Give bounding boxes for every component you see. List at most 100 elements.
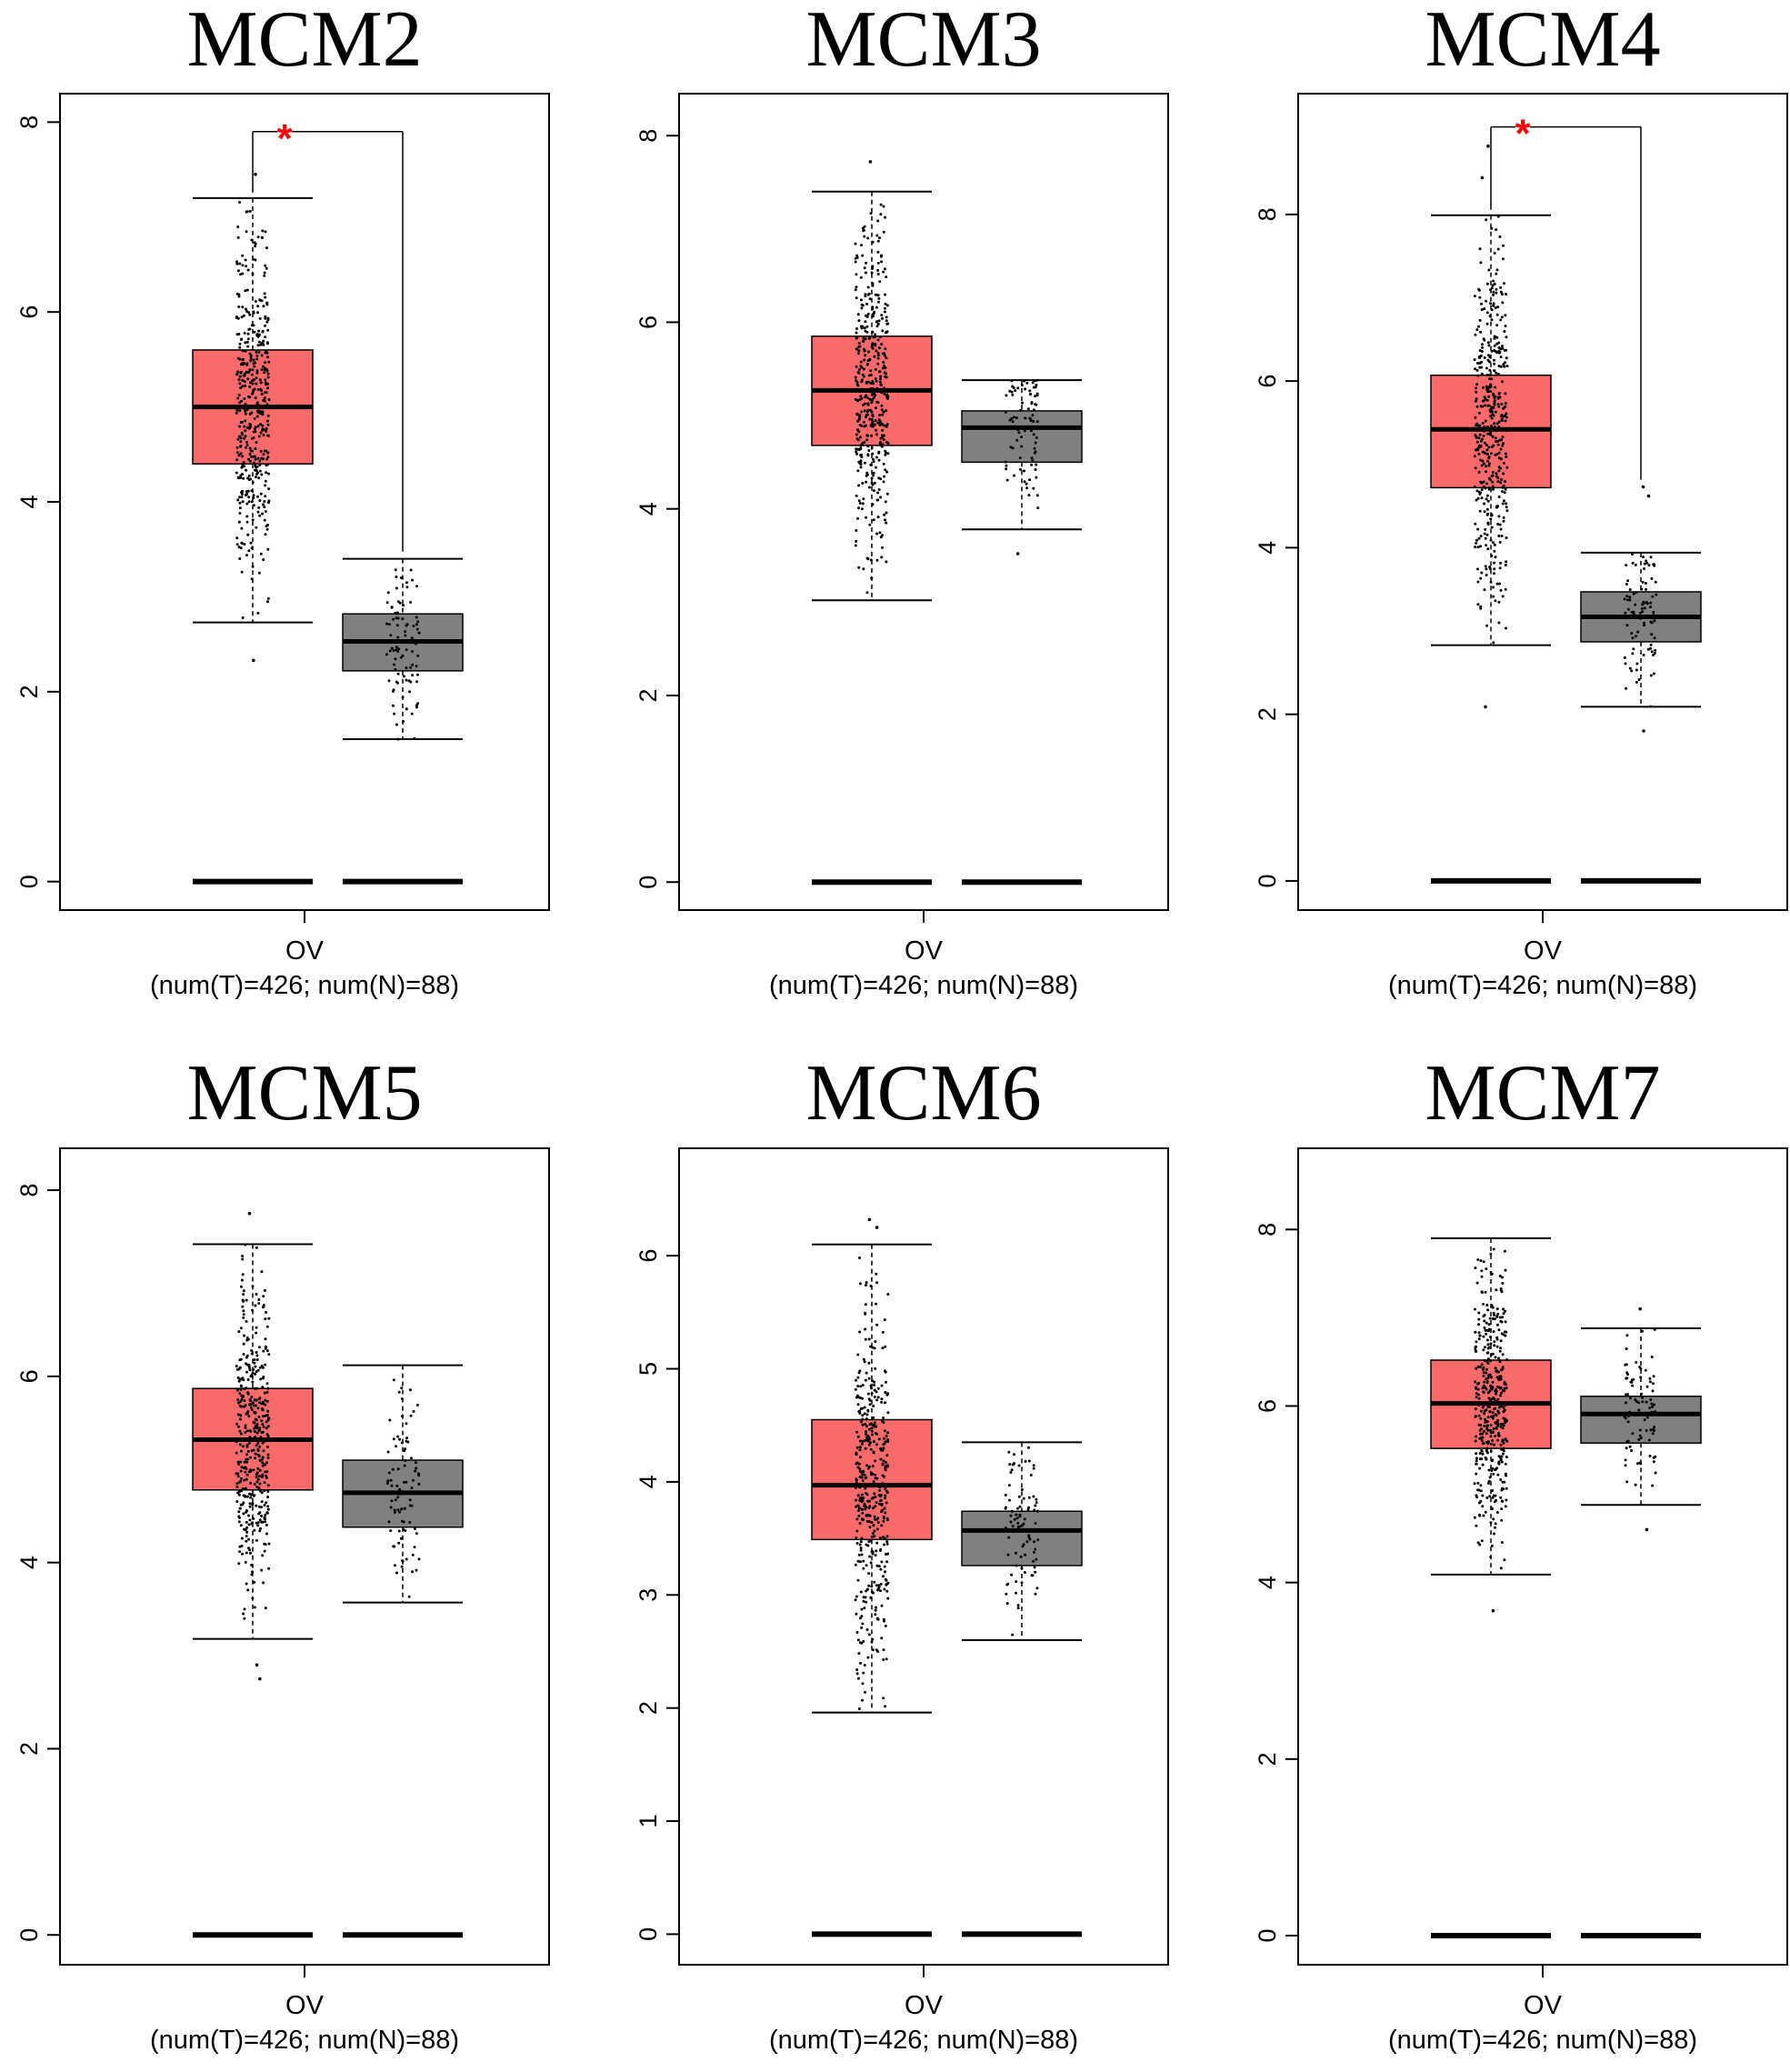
data-point <box>392 704 395 707</box>
data-point <box>1482 399 1485 403</box>
data-point <box>1496 247 1500 251</box>
data-point <box>875 455 878 459</box>
data-point <box>249 1496 253 1499</box>
data-point <box>1033 1508 1036 1512</box>
data-point <box>1500 490 1504 493</box>
data-point <box>1480 1290 1484 1294</box>
data-point <box>1028 389 1032 393</box>
data-point <box>1625 624 1629 627</box>
data-point <box>416 673 419 676</box>
data-point <box>1624 1464 1627 1467</box>
data-point <box>1496 373 1500 375</box>
data-point <box>243 543 246 546</box>
data-point <box>1500 1368 1504 1372</box>
data-point <box>245 1453 249 1456</box>
data-point <box>263 1489 266 1493</box>
data-point <box>1649 705 1653 708</box>
data-point <box>876 322 880 325</box>
data-point <box>1031 458 1035 462</box>
data-point <box>254 447 257 450</box>
data-point <box>1018 1515 1022 1518</box>
data-point <box>855 1498 857 1502</box>
data-point <box>264 495 267 498</box>
data-point <box>864 1486 867 1490</box>
data-point <box>1503 462 1505 465</box>
data-point <box>1503 1330 1506 1334</box>
data-point <box>1652 1460 1655 1464</box>
data-point <box>879 1498 883 1502</box>
data-point <box>254 475 257 479</box>
data-point <box>266 382 270 385</box>
data-point <box>862 497 865 501</box>
data-point <box>392 1378 395 1382</box>
data-point <box>1650 650 1654 654</box>
data-point <box>1642 654 1645 656</box>
data-point <box>1485 533 1489 536</box>
x-axis-sublabel: (num(T)=426; num(N)=88) <box>769 971 1078 1000</box>
data-point <box>400 1565 404 1568</box>
data-point <box>261 1456 265 1459</box>
data-point <box>858 397 862 401</box>
data-point <box>863 461 866 465</box>
data-point <box>1490 554 1494 557</box>
data-point <box>1504 487 1507 491</box>
data-point <box>1035 475 1038 479</box>
data-point <box>865 471 869 475</box>
data-point <box>1482 1442 1485 1446</box>
tumor-box <box>1430 144 1552 709</box>
data-point <box>861 1417 865 1421</box>
data-point <box>1501 301 1505 305</box>
data-point <box>872 335 875 339</box>
data-point <box>1478 1452 1482 1455</box>
data-point <box>874 1517 876 1521</box>
data-point <box>1483 395 1486 399</box>
data-point <box>854 242 857 245</box>
data-point <box>395 616 398 620</box>
data-point <box>884 215 886 219</box>
outlier-point <box>1486 144 1490 148</box>
data-point <box>1493 549 1496 553</box>
data-point <box>255 376 258 380</box>
data-point <box>1483 307 1486 310</box>
data-point <box>242 476 245 480</box>
data-point <box>864 295 867 298</box>
data-point <box>260 1506 263 1509</box>
data-point <box>1497 1411 1501 1415</box>
data-point <box>883 371 886 375</box>
data-point <box>401 1559 405 1563</box>
data-point <box>1485 218 1488 222</box>
data-point <box>265 1325 269 1328</box>
data-point <box>886 1431 890 1435</box>
data-point <box>884 354 886 357</box>
data-point <box>248 1505 252 1508</box>
data-point <box>264 1463 266 1466</box>
data-point <box>860 306 864 310</box>
data-point <box>870 1640 874 1644</box>
data-point <box>245 1370 248 1374</box>
data-point <box>255 350 258 354</box>
data-point <box>236 476 240 480</box>
data-point <box>1477 452 1481 455</box>
data-point <box>246 533 250 536</box>
data-point <box>244 349 247 353</box>
y-tick-label: 3 <box>635 1588 662 1602</box>
data-point <box>1484 1290 1487 1294</box>
data-point <box>248 368 252 372</box>
data-point <box>394 667 397 671</box>
data-point <box>244 412 247 415</box>
data-point <box>261 1423 265 1426</box>
data-point <box>859 1456 862 1459</box>
data-point <box>873 1421 876 1425</box>
data-point <box>872 1451 875 1455</box>
data-point <box>1480 1363 1484 1366</box>
data-point <box>1478 433 1482 436</box>
data-point <box>236 498 240 502</box>
data-point <box>1011 1525 1015 1528</box>
data-point <box>257 351 261 354</box>
data-point <box>872 1524 875 1527</box>
data-point <box>878 370 882 374</box>
data-point <box>854 1598 857 1602</box>
data-point <box>251 1371 255 1375</box>
data-point <box>885 492 889 495</box>
data-point <box>1025 381 1029 385</box>
